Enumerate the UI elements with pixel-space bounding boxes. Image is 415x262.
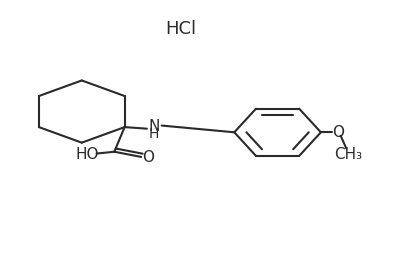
Text: N: N bbox=[149, 119, 160, 134]
Text: HO: HO bbox=[76, 147, 99, 162]
Text: HCl: HCl bbox=[165, 20, 196, 38]
Text: O: O bbox=[142, 150, 154, 165]
Text: H: H bbox=[149, 127, 159, 141]
Text: CH₃: CH₃ bbox=[334, 147, 363, 162]
Text: O: O bbox=[332, 125, 344, 140]
